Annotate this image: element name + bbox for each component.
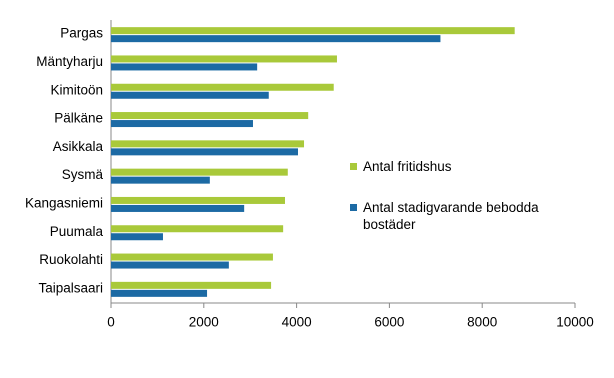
- y-tick-label: Kimitoön: [50, 82, 103, 97]
- bar: [111, 168, 288, 176]
- x-tick-label: 10000: [556, 315, 594, 330]
- y-tick-label: Asikkala: [53, 139, 104, 154]
- bar: [111, 35, 441, 43]
- x-tick-label: 6000: [374, 315, 404, 330]
- y-tick-label: Sysmä: [62, 167, 104, 182]
- bar: [111, 112, 309, 120]
- legend-label: Antal fritidshus: [363, 159, 452, 174]
- bar: [111, 233, 163, 241]
- bar: [111, 91, 269, 99]
- x-tick-label: 0: [107, 315, 115, 330]
- y-tick-label: Kangasniemi: [25, 196, 103, 211]
- bar: [111, 176, 210, 184]
- bar: [111, 225, 284, 233]
- bar: [111, 281, 272, 289]
- legend-item: Antal stadigvarande bebodda bostäder: [350, 199, 565, 233]
- bar: [111, 63, 258, 71]
- y-tick-label: Puumala: [50, 224, 104, 239]
- x-tick-label: 2000: [189, 315, 219, 330]
- legend-label: Antal stadigvarande bebodda bostäder: [363, 200, 539, 232]
- legend-swatch: [350, 204, 357, 211]
- y-tick-label: Pälkäne: [54, 111, 103, 126]
- bar: [111, 27, 515, 35]
- y-tick-label: Mäntyharju: [36, 54, 103, 69]
- y-tick-label: Pargas: [60, 26, 103, 41]
- y-tick-label: Ruokolahti: [39, 252, 103, 267]
- bar: [111, 204, 245, 212]
- bar: [111, 140, 305, 148]
- bar: [111, 120, 253, 128]
- bar: [111, 253, 273, 261]
- y-tick-label: Taipalsaari: [38, 280, 103, 295]
- bar: [111, 83, 334, 91]
- legend-swatch: [350, 163, 357, 170]
- bar: [111, 261, 229, 269]
- bar: [111, 196, 285, 204]
- x-tick-label: 8000: [467, 315, 497, 330]
- x-tick-label: 4000: [282, 315, 312, 330]
- bar: [111, 55, 337, 63]
- legend-item: Antal fritidshus: [350, 158, 565, 175]
- bar: [111, 289, 208, 297]
- bar: [111, 148, 298, 156]
